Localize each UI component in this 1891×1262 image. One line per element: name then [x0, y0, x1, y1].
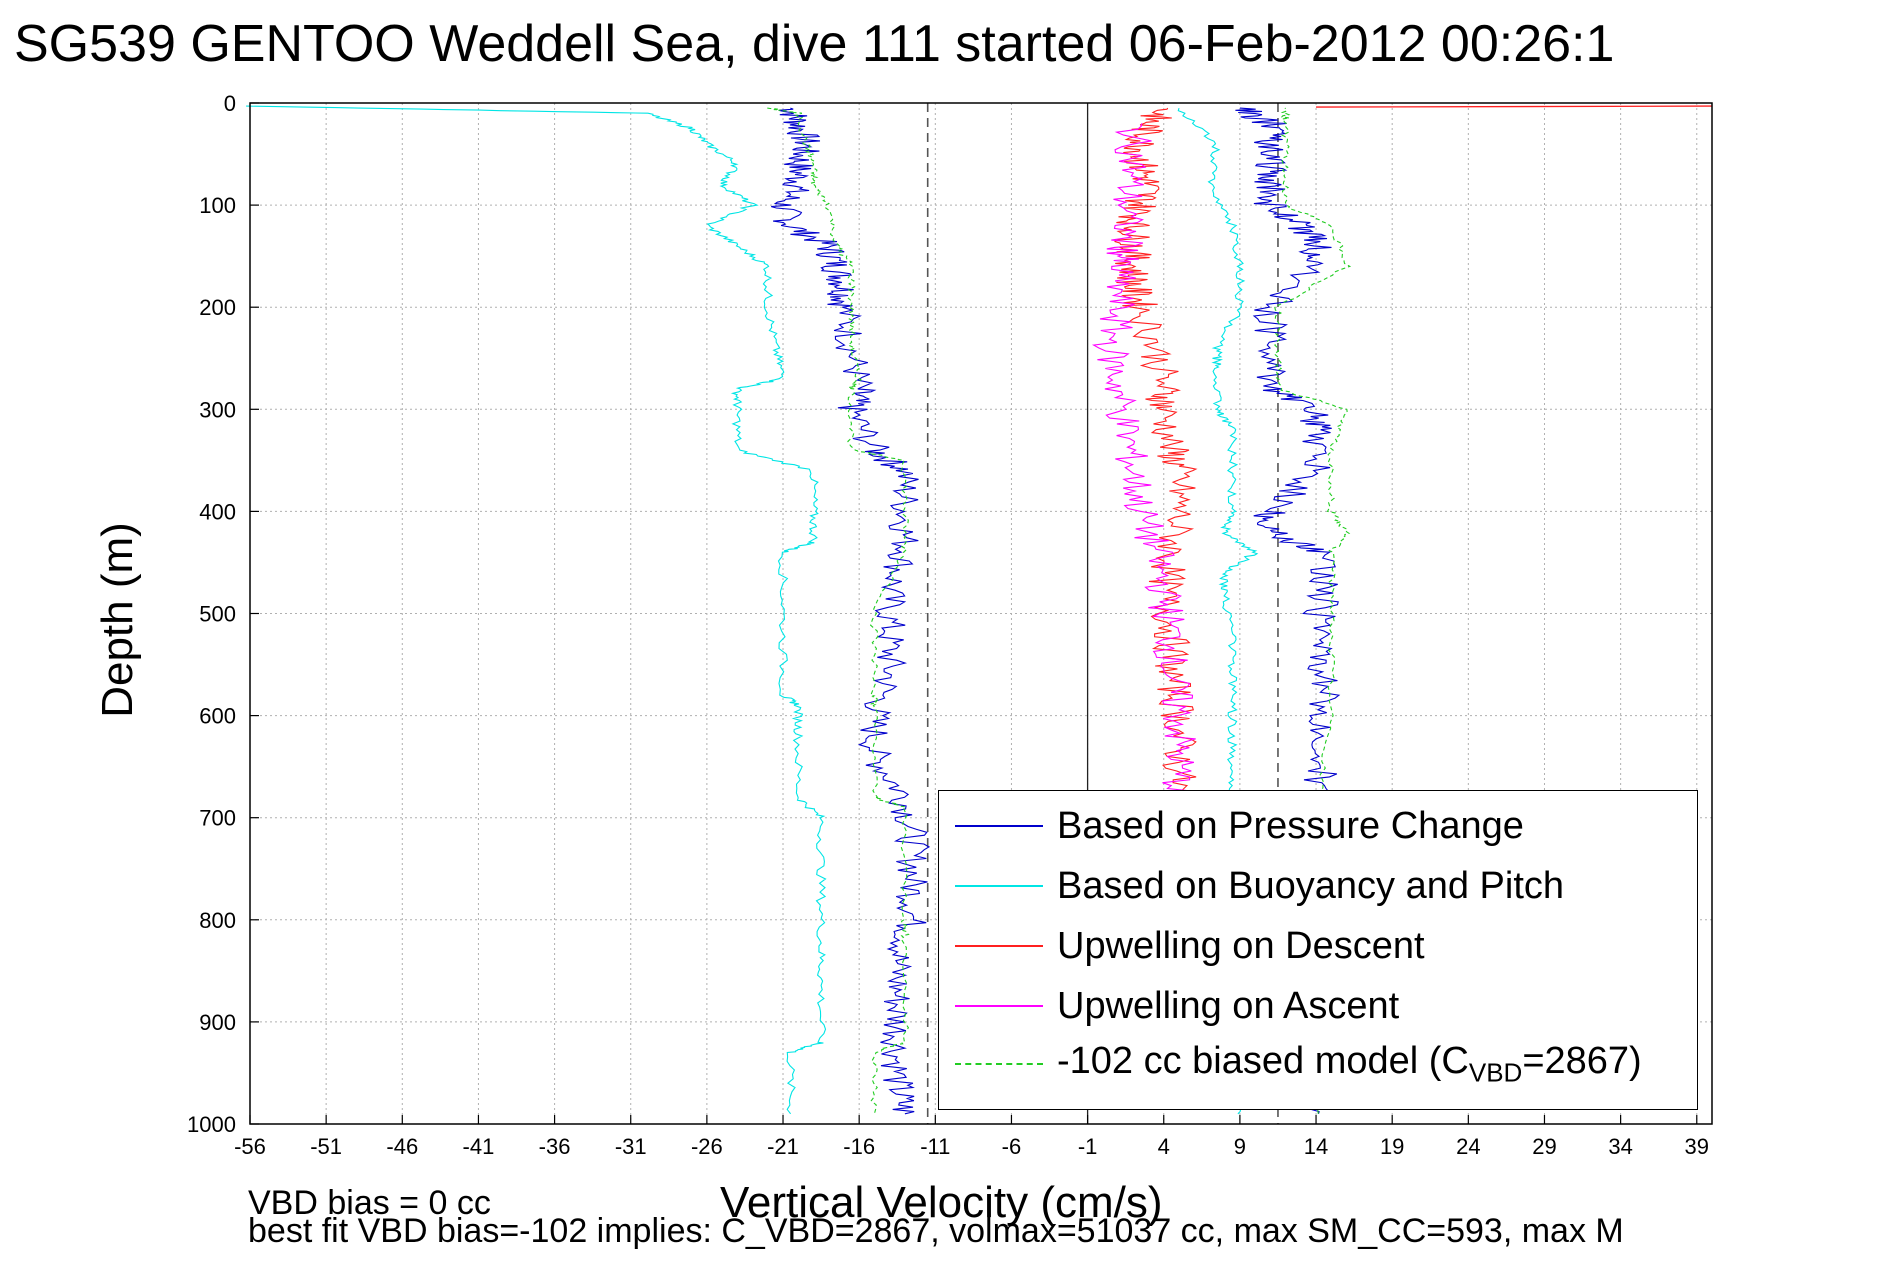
x-tick-label: -6	[1002, 1134, 1022, 1159]
x-tick-label: 19	[1380, 1134, 1404, 1159]
legend-label-model: -102 cc biased model (CVBD=2867)	[1057, 1039, 1642, 1088]
y-tick-label: 800	[199, 908, 236, 933]
legend-swatch-ascent	[955, 1005, 1043, 1007]
x-tick-label: -1	[1078, 1134, 1098, 1159]
legend-swatch-model	[955, 1063, 1043, 1065]
x-tick-label: 9	[1234, 1134, 1246, 1159]
legend-entry-buoyancy: Based on Buoyancy and Pitch	[955, 861, 1564, 911]
x-tick-label: -56	[234, 1134, 266, 1159]
x-tick-label: 14	[1304, 1134, 1328, 1159]
y-tick-label: 100	[199, 193, 236, 218]
legend-label-buoyancy: Based on Buoyancy and Pitch	[1057, 864, 1565, 907]
footer-vbd-bias: VBD bias = 0 cc	[248, 1184, 491, 1222]
y-tick-label: 500	[199, 602, 236, 627]
x-tick-label: 39	[1685, 1134, 1709, 1159]
x-tick-label: 34	[1608, 1134, 1632, 1159]
y-tick-label: 400	[199, 499, 236, 524]
series-line-2	[1113, 107, 1198, 798]
tick-labels: -56 -51 -46 -41 -36 -31 -26 -21 -16 -11 -6 -1 4 9 14 19…	[187, 91, 1709, 1159]
axes-frame	[249, 102, 1713, 1125]
legend-entry-model: -102 cc biased model (CVBD=2867)	[955, 1039, 1642, 1089]
legend-entry-ascent: Upwelling on Ascent	[955, 981, 1399, 1031]
legend: Based on Pressure Change Based on Buoyan…	[938, 790, 1698, 1110]
chart-title: SG539 GENTOO Weddell Sea, dive 111 start…	[14, 15, 1615, 73]
legend-entry-pressure: Based on Pressure Change	[955, 801, 1524, 851]
series-line-1	[246, 105, 827, 1115]
y-axis-label: Depth (m)	[93, 522, 142, 718]
x-axis-label: Vertical Velocity (cm/s)	[720, 1178, 1163, 1227]
x-tick-label: -31	[615, 1134, 647, 1159]
x-tick-label: 29	[1532, 1134, 1556, 1159]
y-tick-label: 200	[199, 295, 236, 320]
descent-surface-spike	[1316, 105, 1713, 108]
footer-best-fit: best fit VBD bias=-102 implies: C_VBD=28…	[248, 1212, 1624, 1250]
x-tick-label: -46	[386, 1134, 418, 1159]
x-tick-label: -51	[310, 1134, 342, 1159]
legend-label-ascent: Upwelling on Ascent	[1057, 984, 1400, 1027]
x-tick-label: -21	[767, 1134, 799, 1159]
legend-entry-descent: Upwelling on Descent	[955, 921, 1425, 971]
x-tick-label: -41	[463, 1134, 495, 1159]
legend-label-pressure: Based on Pressure Change	[1057, 804, 1524, 847]
legend-swatch-buoyancy	[955, 885, 1043, 887]
x-tick-label: 4	[1158, 1134, 1170, 1159]
series-line-0	[771, 107, 931, 1115]
x-tick-label: 24	[1456, 1134, 1480, 1159]
plot-border	[249, 102, 1713, 1125]
x-tick-label: -36	[539, 1134, 571, 1159]
legend-swatch-pressure	[955, 825, 1043, 827]
x-tick-label: -11	[920, 1134, 950, 1159]
series-line-3	[1091, 123, 1196, 798]
legend-label-descent: Upwelling on Descent	[1057, 924, 1425, 967]
y-tick-label: 900	[199, 1010, 236, 1035]
series-line-4	[767, 107, 910, 1114]
y-tick-label: 600	[199, 704, 236, 729]
y-tick-label: 300	[199, 397, 236, 422]
y-tick-label: 0	[224, 91, 236, 116]
y-tick-label: 700	[199, 806, 236, 831]
y-tick-label: 1000	[187, 1112, 236, 1137]
legend-swatch-descent	[955, 945, 1043, 947]
x-tick-label: -16	[843, 1134, 875, 1159]
x-tick-label: -26	[691, 1134, 723, 1159]
